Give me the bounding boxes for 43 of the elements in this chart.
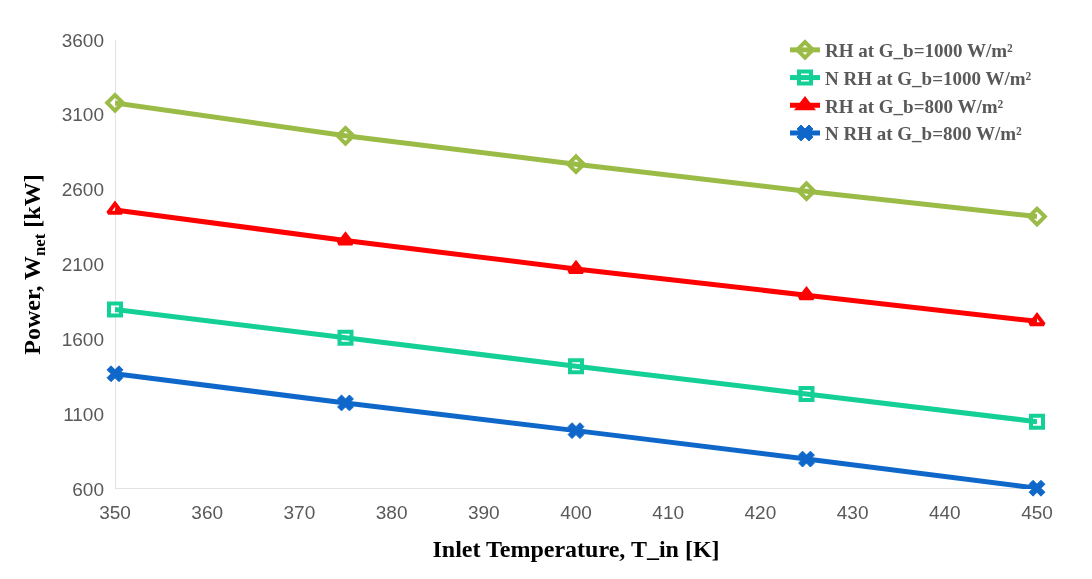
x-tick-label: 360: [191, 502, 224, 523]
y-tick-label: 3600: [61, 29, 104, 51]
x-tick-label: 420: [744, 502, 777, 523]
point: [337, 394, 354, 412]
point: [797, 287, 816, 301]
x-tick-label: 430: [836, 502, 869, 523]
point: [798, 385, 815, 402]
legend-label: N RH at G_b=800 W/m²: [825, 123, 1022, 145]
point: [335, 125, 356, 146]
x-tick-label: 350: [99, 502, 131, 523]
point: [796, 181, 817, 201]
point: [336, 232, 355, 246]
point: [105, 93, 125, 113]
point: [1028, 479, 1046, 497]
y-tick-label: 3100: [61, 104, 104, 126]
legend-label: N RH at G_b=1000 W/m²: [825, 67, 1032, 89]
legend-label: RH at G_b=800 W/m²: [825, 95, 1004, 117]
point: [106, 365, 124, 383]
x-tick-label: 370: [283, 502, 316, 523]
point: [107, 301, 123, 318]
point: [798, 450, 815, 468]
point: [566, 154, 586, 175]
legend-label: RH at G_b=1000 W/m²: [825, 40, 1014, 62]
point: [106, 201, 124, 215]
x-tick-label: 390: [467, 502, 500, 523]
point: [567, 260, 585, 274]
point: [1027, 206, 1047, 227]
y-tick-label: 2100: [61, 254, 104, 276]
x-tick-label: 380: [375, 502, 408, 523]
point: [567, 422, 585, 440]
point: [1028, 313, 1046, 327]
point: [1029, 413, 1045, 430]
point: [568, 358, 584, 375]
x-tick-label: 410: [652, 502, 685, 523]
x-tick-label: 440: [928, 502, 961, 523]
y-tick-label: 600: [72, 478, 104, 500]
x-tick-label: 450: [1021, 502, 1053, 523]
x-axis-title: Inlet Temperature, T_in [K]: [432, 536, 720, 563]
y-tick-label: 1100: [63, 403, 104, 425]
y-tick-label: 2600: [61, 179, 104, 201]
y-tick-label: 1600: [61, 328, 104, 350]
point: [337, 329, 354, 346]
x-tick-label: 400: [560, 502, 592, 523]
